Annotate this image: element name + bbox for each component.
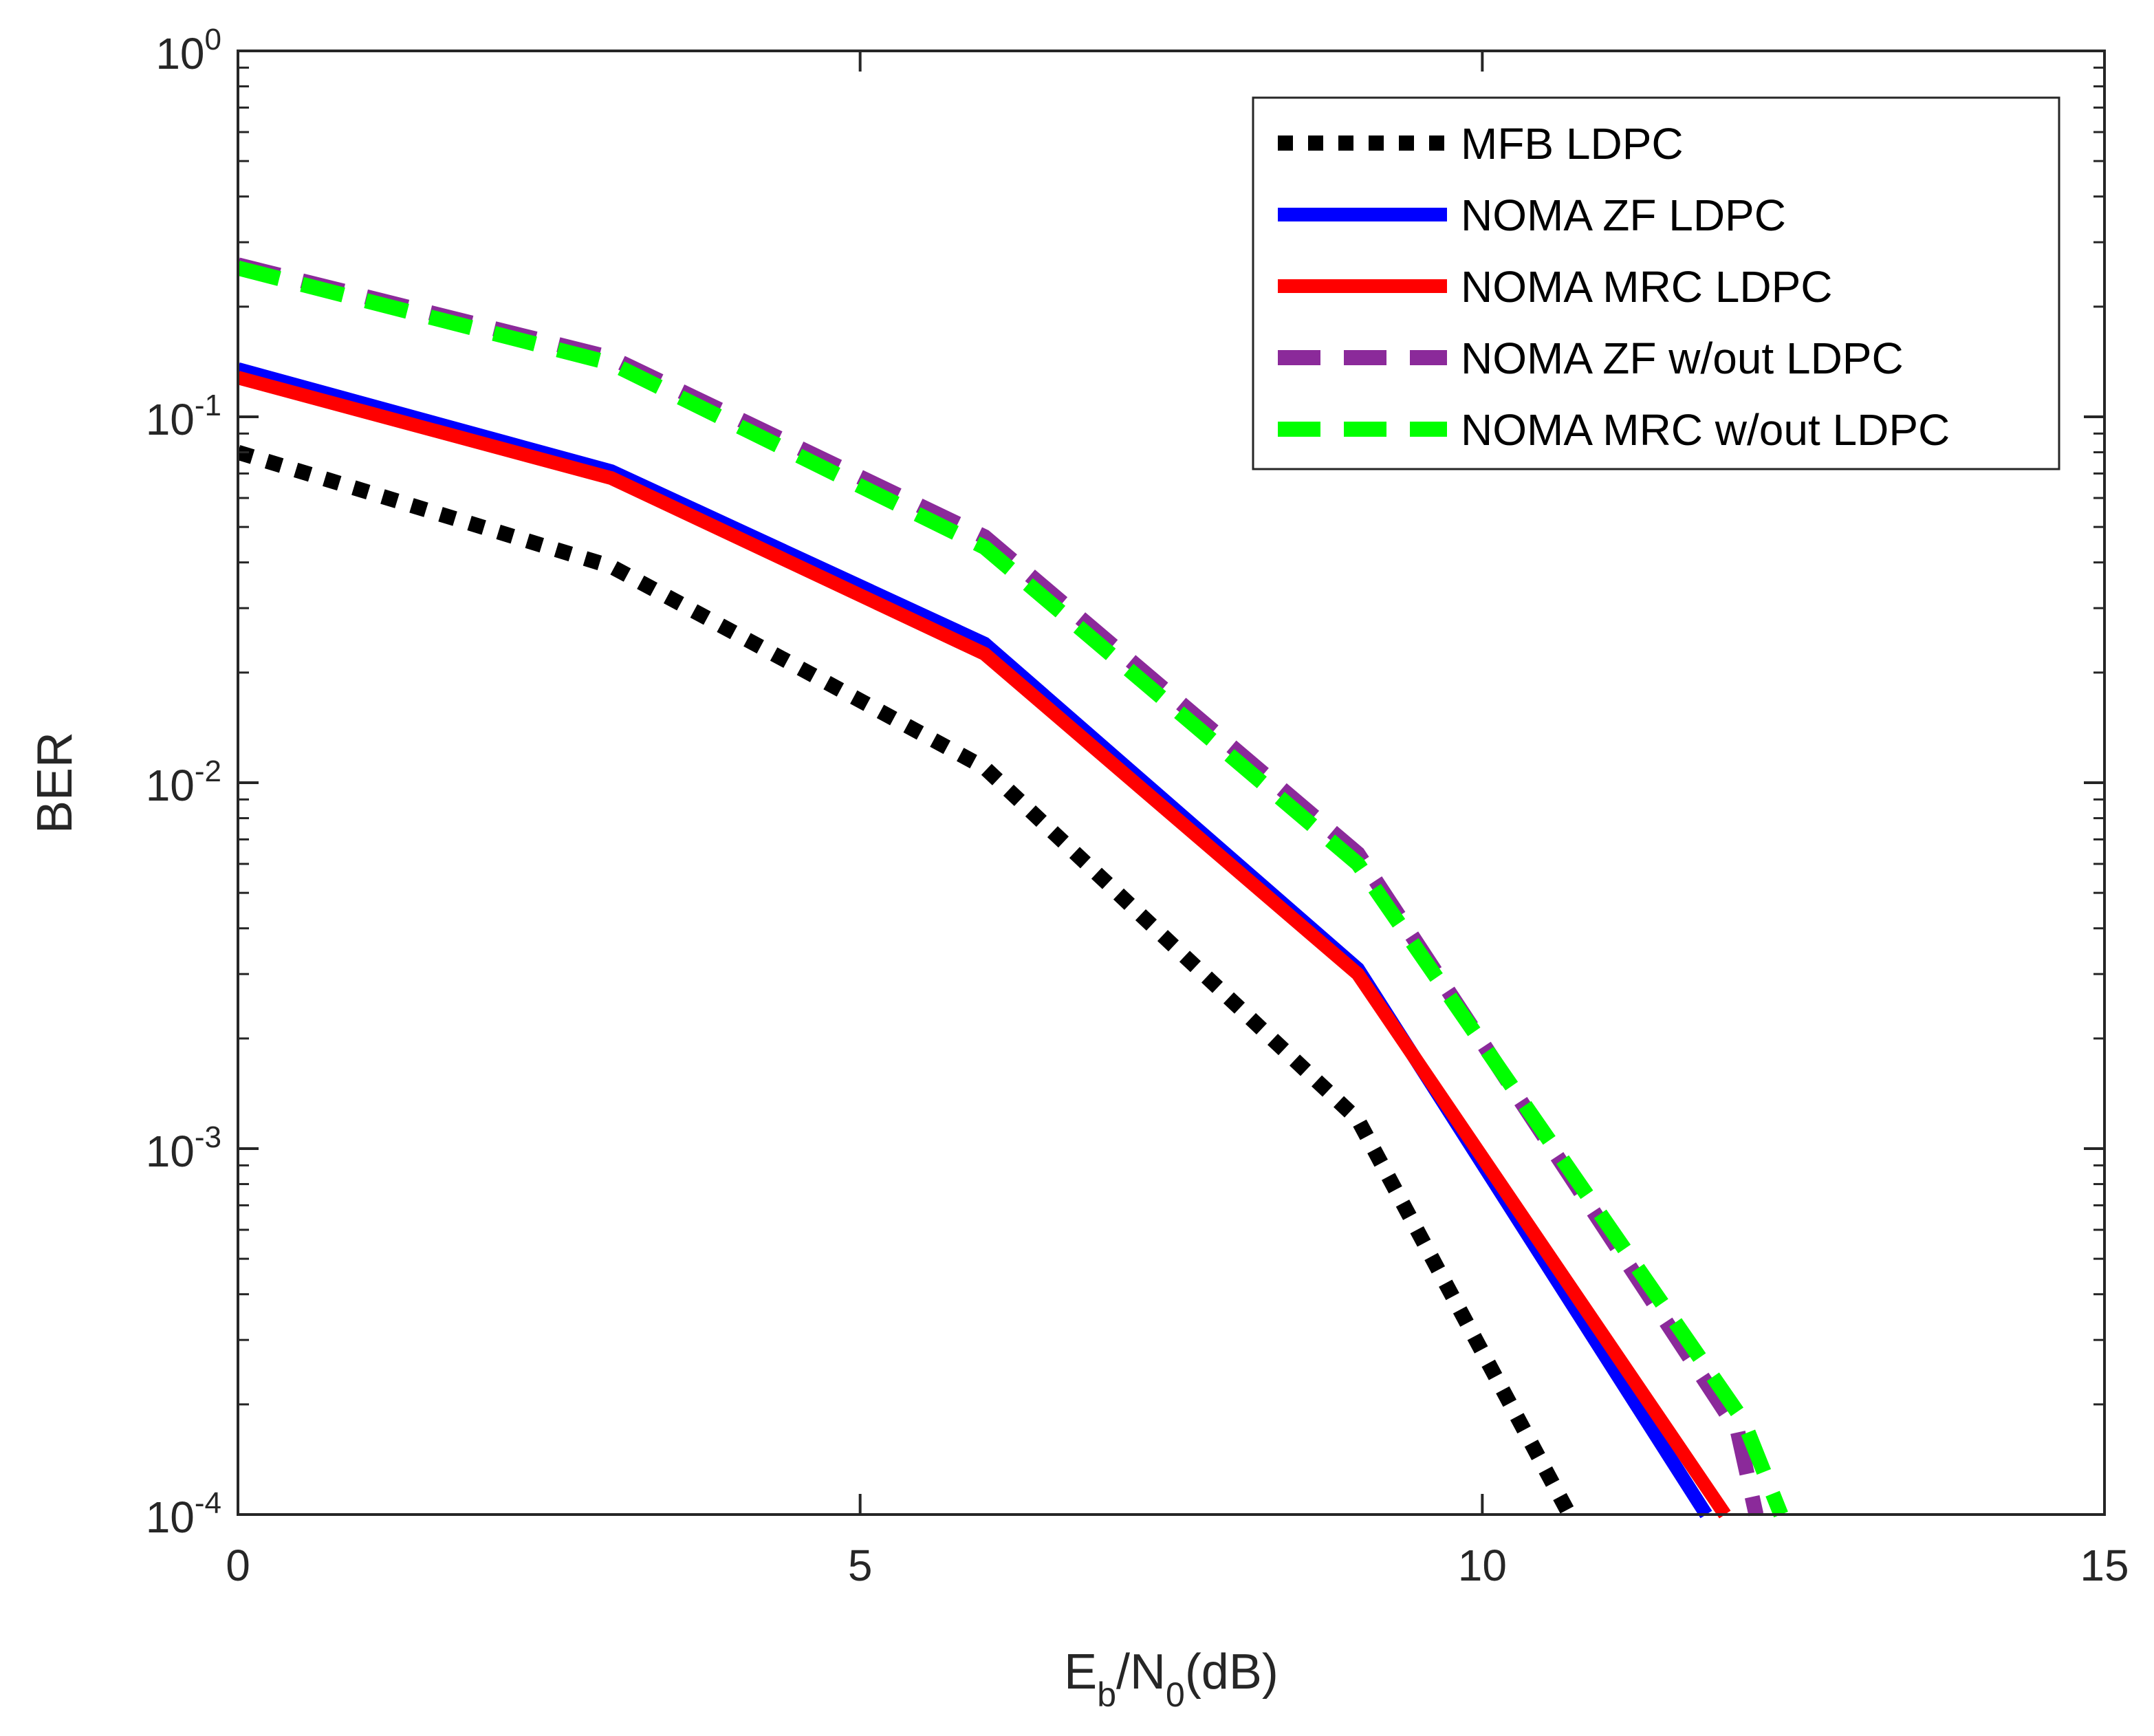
y-tick-exponent: 0 xyxy=(205,23,221,56)
y-tick-label: 100 xyxy=(155,23,221,78)
y-tick-base: 10 xyxy=(155,29,204,78)
y-tick-base: 10 xyxy=(146,761,195,810)
legend-label-1: MFB LDPC xyxy=(1461,119,1684,169)
x-tick-label: 10 xyxy=(1458,1541,1507,1590)
series-line-5 xyxy=(238,261,1788,1518)
y-tick-exponent: -4 xyxy=(195,1486,221,1520)
legend-label-4: NOMA ZF w/out LDPC xyxy=(1461,334,1904,383)
series-line-4 xyxy=(238,257,1764,1517)
x-axis-label-part: b xyxy=(1097,1675,1116,1714)
labels-group: Eb/N0(dB)BER xyxy=(28,732,1279,1714)
y-tick-base: 10 xyxy=(146,395,195,444)
x-tick-label: 0 xyxy=(226,1541,250,1590)
x-axis-label-part: (dB) xyxy=(1185,1645,1279,1700)
y-axis-label: BER xyxy=(28,732,83,834)
y-tick-label: 10-3 xyxy=(146,1120,221,1176)
y-tick-label: 10-4 xyxy=(146,1486,221,1542)
x-axis-label-part: E xyxy=(1064,1645,1097,1700)
y-tick-base: 10 xyxy=(146,1493,195,1542)
legend: MFB LDPC NOMA ZF LDPC NOMA MRC LDPC NOMA ZF… xyxy=(1252,96,2060,470)
y-tick-label: 10-1 xyxy=(146,389,221,444)
x-axis-label: Eb/N0(dB) xyxy=(1064,1645,1279,1714)
x-tick-label: 5 xyxy=(848,1541,873,1590)
x-axis-label-part: 0 xyxy=(1166,1675,1185,1714)
x-tick-label: 15 xyxy=(2080,1541,2129,1590)
y-tick-exponent: -1 xyxy=(195,389,221,422)
x-axis-label-part: /N xyxy=(1116,1645,1166,1700)
y-tick-base: 10 xyxy=(146,1127,195,1176)
y-tick-exponent: -3 xyxy=(195,1120,221,1154)
legend-label-2: NOMA ZF LDPC xyxy=(1461,191,1786,240)
series-line-3 xyxy=(238,371,1731,1519)
legend-label-5: NOMA MRC w/out LDPC xyxy=(1461,405,1950,455)
plot-series-group xyxy=(238,257,1788,1519)
y-tick-label: 10-2 xyxy=(146,755,221,810)
y-tick-exponent: -2 xyxy=(195,755,221,788)
legend-label-3: NOMA MRC LDPC xyxy=(1461,262,1833,312)
